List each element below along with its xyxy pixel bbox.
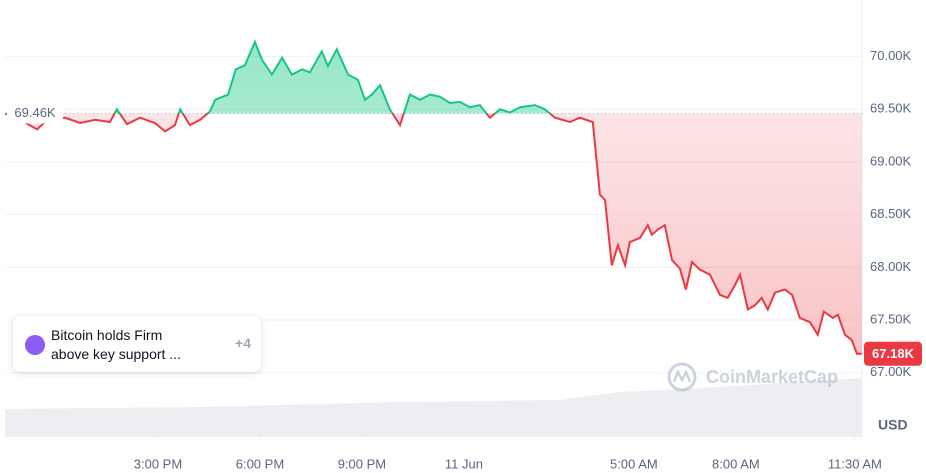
current-price-badge <box>864 341 922 366</box>
volume-area <box>5 378 862 437</box>
x-tick-label: 6:00 PM <box>236 456 284 471</box>
x-tick-label: 9:00 PM <box>338 456 386 471</box>
y-tick-label: 69.00K <box>870 153 912 168</box>
area-up <box>5 41 550 114</box>
news-count[interactable]: +4 <box>235 335 251 351</box>
price-series <box>5 39 862 355</box>
y-tick-label: 68.00K <box>870 259 912 274</box>
watermark: CoinMarketCap <box>667 362 838 392</box>
area-down <box>5 113 862 354</box>
line-down <box>5 113 862 355</box>
y-tick-label: 70.00K <box>870 48 912 63</box>
x-tick-label: 8:00 AM <box>712 456 760 471</box>
x-tick-label: 3:00 PM <box>134 456 182 471</box>
y-tick-label: 69.50K <box>870 101 912 116</box>
watermark-text: CoinMarketCap <box>706 367 838 387</box>
news-card[interactable]: Bitcoin holds Firm above key support ...… <box>13 316 261 372</box>
y-tick-label: 67.00K <box>870 364 912 379</box>
news-text: Bitcoin holds Firm above key support ... <box>51 327 181 362</box>
y-unit: USD <box>878 417 908 433</box>
reference-label: 69.46K <box>14 105 56 120</box>
y-tick-label: 68.50K <box>870 206 912 221</box>
x-tick-label: 11 Jun <box>445 456 483 471</box>
x-tick-label: 5:00 AM <box>610 456 658 471</box>
y-tick-label: 67.50K <box>870 311 912 326</box>
reference-label-bg <box>7 103 63 124</box>
news-icon <box>25 335 45 355</box>
current-price-label: 67.18K <box>872 346 915 361</box>
x-tick-label: 11:30 AM <box>828 456 882 471</box>
